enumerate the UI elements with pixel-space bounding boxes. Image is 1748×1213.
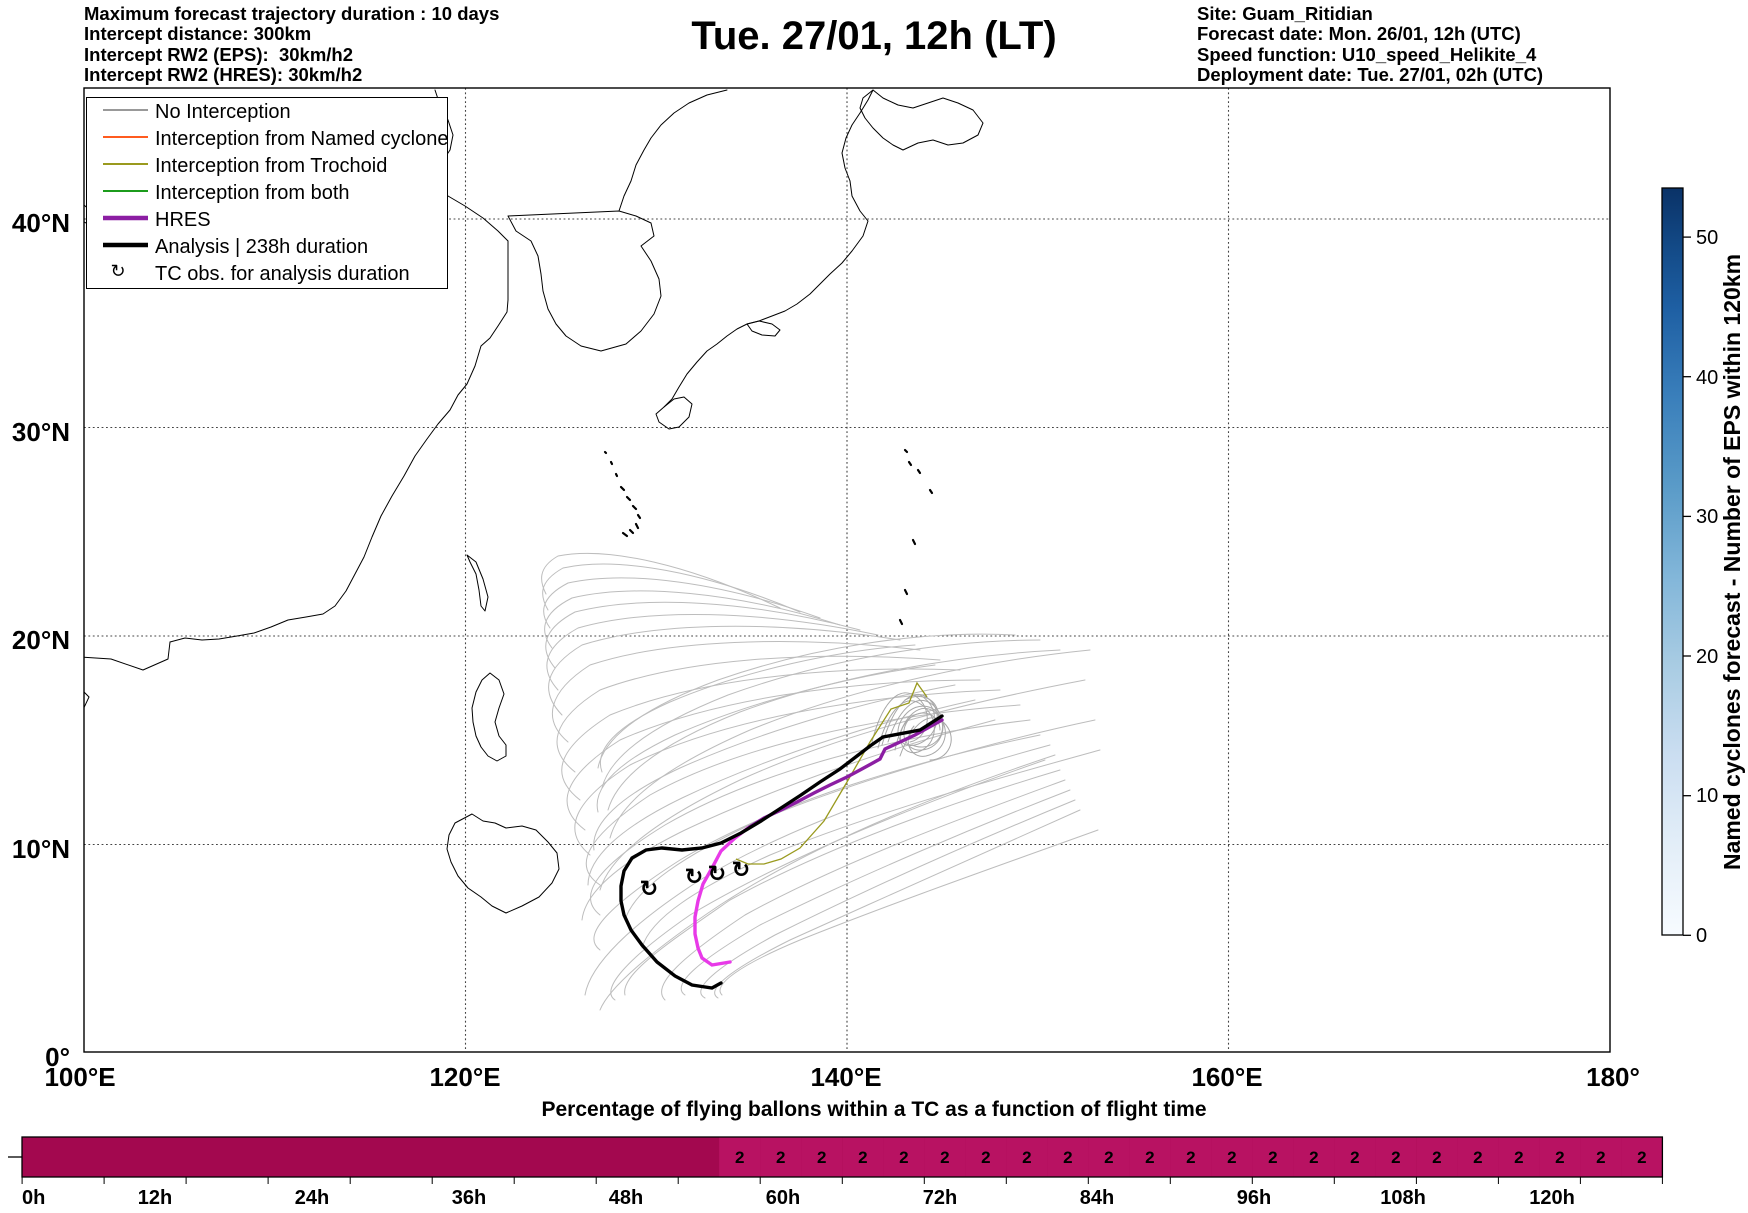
svg-text:2: 2: [981, 1148, 990, 1167]
svg-text:2: 2: [1391, 1148, 1400, 1167]
svg-text:2: 2: [776, 1148, 785, 1167]
svg-text:2: 2: [899, 1148, 908, 1167]
svg-text:108h: 108h: [1380, 1187, 1426, 1209]
svg-text:48h: 48h: [609, 1187, 643, 1209]
svg-text:2: 2: [817, 1148, 826, 1167]
svg-text:2: 2: [940, 1148, 949, 1167]
svg-text:2: 2: [858, 1148, 867, 1167]
svg-text:2: 2: [735, 1148, 744, 1167]
svg-text:84h: 84h: [1080, 1187, 1114, 1209]
svg-text:60h: 60h: [766, 1187, 800, 1209]
svg-text:2: 2: [1227, 1148, 1236, 1167]
svg-text:36h: 36h: [452, 1187, 486, 1209]
svg-text:2: 2: [1145, 1148, 1154, 1167]
svg-text:0h: 0h: [22, 1187, 45, 1209]
svg-text:2: 2: [1432, 1148, 1441, 1167]
svg-text:120h: 120h: [1529, 1187, 1575, 1209]
svg-text:2: 2: [1596, 1148, 1605, 1167]
svg-text:2: 2: [1350, 1148, 1359, 1167]
svg-text:2: 2: [1309, 1148, 1318, 1167]
svg-text:2: 2: [1104, 1148, 1113, 1167]
svg-text:2: 2: [1063, 1148, 1072, 1167]
svg-text:2: 2: [1637, 1148, 1646, 1167]
svg-text:2: 2: [1186, 1148, 1195, 1167]
svg-text:2: 2: [1555, 1148, 1564, 1167]
svg-text:24h: 24h: [295, 1187, 329, 1209]
svg-text:2: 2: [1022, 1148, 1031, 1167]
svg-text:2: 2: [1514, 1148, 1523, 1167]
svg-text:12h: 12h: [138, 1187, 172, 1209]
svg-text:2: 2: [1268, 1148, 1277, 1167]
svg-text:72h: 72h: [923, 1187, 957, 1209]
svg-text:96h: 96h: [1237, 1187, 1271, 1209]
svg-text:2: 2: [1473, 1148, 1482, 1167]
